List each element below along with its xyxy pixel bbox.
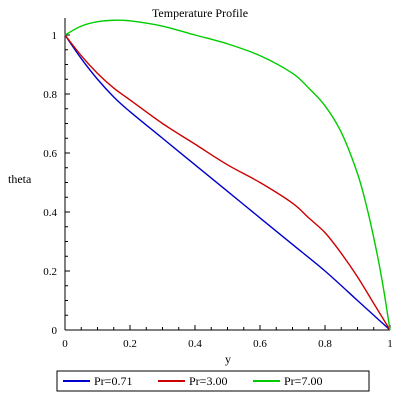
x-tick-label: 0 bbox=[62, 338, 68, 350]
series-line-2 bbox=[64, 34, 391, 331]
y-tick-label: 1 bbox=[52, 30, 58, 42]
legend-label-2: Pr=3.00 bbox=[189, 374, 227, 388]
series-layer bbox=[64, 19, 391, 331]
x-tick-label: 0.6 bbox=[253, 338, 267, 350]
y-tick-label: 0.2 bbox=[43, 266, 57, 278]
chart-title: Temperature Profile bbox=[152, 6, 248, 20]
x-axis-title: y bbox=[225, 352, 231, 366]
x-tick-label: 0.8 bbox=[318, 338, 332, 350]
series-line-1 bbox=[64, 34, 391, 331]
axes: 0 0.2 0.4 0.6 0.8 1 0 0.2 0.4 0.6 0.8 1 bbox=[43, 18, 393, 350]
legend-label-3: Pr=7.00 bbox=[284, 374, 322, 388]
y-axis-title: theta bbox=[8, 172, 32, 186]
legend-label-1: Pr=0.71 bbox=[94, 374, 132, 388]
x-tick-label: 1 bbox=[387, 338, 393, 350]
x-tick-label: 0.2 bbox=[123, 338, 137, 350]
legend-box bbox=[56, 370, 370, 392]
legend: Pr=0.71 Pr=3.00 Pr=7.00 bbox=[56, 370, 370, 392]
y-tick-label: 0.6 bbox=[43, 148, 57, 160]
y-tick-label: 0.4 bbox=[43, 207, 57, 219]
y-tick-label: 0.8 bbox=[43, 89, 57, 101]
series-line-3 bbox=[64, 19, 391, 331]
y-tick-label: 0 bbox=[52, 325, 58, 337]
x-tick-label: 0.4 bbox=[188, 338, 202, 350]
